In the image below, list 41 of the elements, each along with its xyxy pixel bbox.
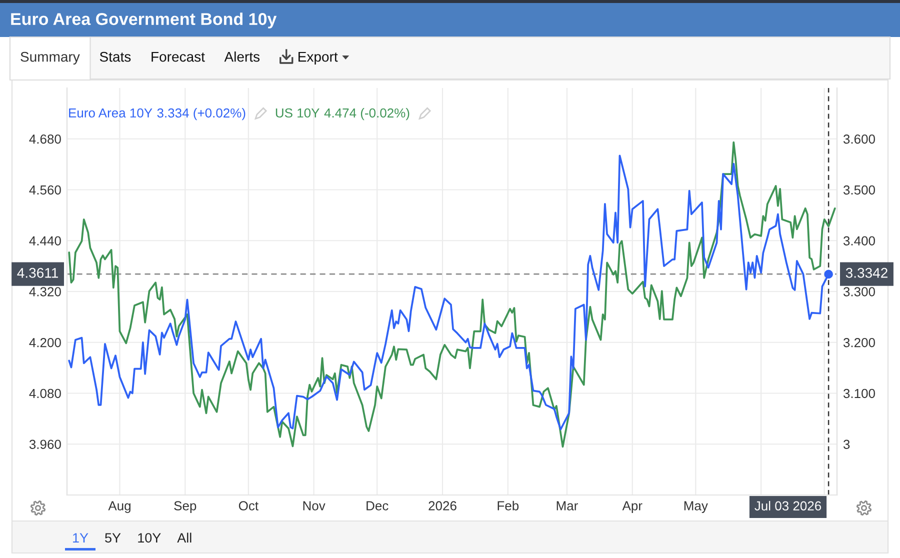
text: All (177, 532, 192, 542)
x-tick-label: Feb (498, 500, 519, 510)
text: US 10Y (276, 108, 320, 118)
y-tick-label: 4.080 (29, 388, 61, 398)
annotation: 4.474 (-0.02%) (324, 108, 410, 120)
y2-tick-label: 3.600 (843, 134, 875, 144)
x-tick-label: Sep (174, 501, 196, 513)
y2-tick-label: 3.200 (843, 338, 875, 348)
text: Stats (100, 52, 131, 62)
text: 10Y (138, 533, 161, 543)
text: Euro Area 10Y (69, 108, 152, 118)
text: 5Y (105, 533, 121, 543)
text: Alerts (224, 51, 260, 62)
y2-tick-label: 3 (843, 440, 850, 449)
y2-tick-label: 3.500 (843, 185, 875, 195)
text: 3.3342 (846, 268, 888, 278)
y-tick-label: 4.560 (29, 185, 61, 195)
y2-tick-label: 3.100 (843, 388, 875, 398)
x-tick-label: Nov (303, 501, 326, 510)
text: Jul 03 2026 (754, 500, 822, 510)
y-tick-label: 4.680 (29, 134, 61, 144)
x-tick-label: 2026 (428, 501, 456, 510)
text: 1Y (73, 533, 88, 542)
y-tick-label: 4.200 (29, 338, 61, 348)
y-tick-label: 4.440 (29, 236, 61, 246)
chart-title: Euro Area Government Bond 10y (11, 12, 277, 28)
x-tick-label: Mar (556, 501, 578, 510)
x-tick-label: Dec (366, 501, 388, 510)
text: 4.3611 (17, 268, 58, 278)
x-tick-label: Aug (108, 501, 130, 513)
x-tick-label: Oct (238, 501, 258, 510)
y2-tick-label: 3.400 (843, 236, 875, 246)
text: Summary (20, 52, 80, 65)
text: Forecast (152, 52, 205, 62)
y-tick-label: 4.320 (29, 287, 61, 296)
annotation: 3.334 (+0.02%) (157, 108, 246, 120)
x-tick-label: May (684, 501, 708, 513)
y-tick-label: 3.960 (29, 440, 61, 449)
text: Export (298, 52, 338, 65)
y2-tick-label: 3.300 (843, 287, 875, 296)
x-tick-label: Apr (622, 501, 642, 513)
